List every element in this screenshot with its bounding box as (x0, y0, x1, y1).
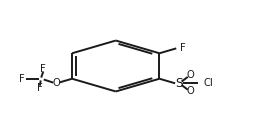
Text: F: F (19, 74, 25, 84)
Text: F: F (40, 64, 46, 74)
Text: O: O (186, 86, 194, 96)
Text: O: O (53, 78, 60, 88)
Text: S: S (176, 77, 183, 90)
Text: F: F (37, 83, 43, 93)
Text: O: O (186, 70, 194, 80)
Text: F: F (180, 43, 185, 53)
Text: Cl: Cl (204, 78, 213, 88)
